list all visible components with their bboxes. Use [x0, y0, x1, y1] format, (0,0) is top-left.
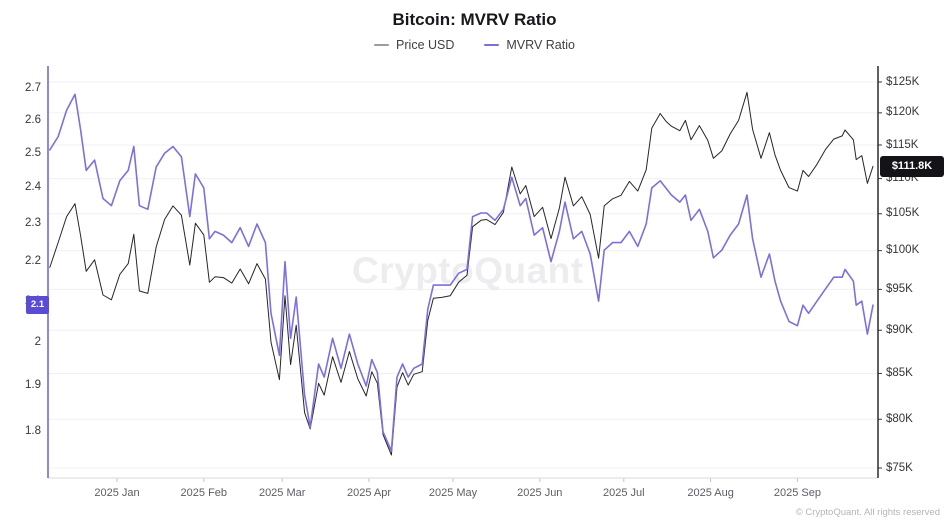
legend-label-price: Price USD: [396, 38, 455, 52]
price-usd-line: [49, 91, 874, 456]
y-axis-label-right: $105K: [886, 207, 920, 220]
x-axis-label: 2025 Mar: [258, 487, 306, 499]
x-axis-label: 2025 Jul: [603, 487, 645, 499]
y-axis-label-right: $85K: [886, 366, 913, 379]
mvrv-ratio-line: [48, 93, 874, 452]
copyright-text: © CryptoQuant. All rights reserved: [795, 507, 940, 518]
y-axis-label-right: $100K: [886, 244, 920, 257]
y-axis-label-left: 1.8: [25, 425, 41, 438]
legend: Price USD MVRV Ratio: [0, 38, 949, 52]
y-axis-label-right: $90K: [886, 323, 913, 336]
mvrv-line-swatch-icon: [484, 44, 500, 46]
y-axis-label-right: $75K: [886, 461, 913, 474]
y-axis-label-left: 2.4: [25, 181, 41, 194]
y-axis-label-left: 2.3: [25, 217, 41, 230]
y-axis-label-right: $125K: [886, 75, 920, 88]
y-axis-label-left: 2.5: [25, 146, 41, 159]
x-axis-label: 2025 Aug: [687, 487, 734, 499]
y-axis-label-right: $95K: [886, 282, 913, 295]
legend-label-mvrv: MVRV Ratio: [506, 38, 575, 52]
y-axis-label-left: 1.9: [25, 379, 41, 392]
x-axis-label: 2025 May: [428, 487, 478, 499]
price-current-value-badge: $111.8K: [880, 155, 944, 177]
x-axis-label: 2025 Feb: [180, 487, 228, 499]
y-axis-label-right: $120K: [886, 106, 920, 119]
y-axis-label-right: $80K: [886, 412, 913, 425]
legend-item-mvrv[interactable]: MVRV Ratio: [484, 38, 575, 52]
x-axis-label: 2025 Sep: [773, 487, 821, 499]
price-line-swatch-icon: [374, 44, 390, 46]
y-axis-label-left: 2.6: [25, 113, 41, 126]
y-axis-label-right: $115K: [886, 138, 919, 151]
y-axis-label-left: 2: [34, 335, 41, 348]
chart-title: Bitcoin: MVRV Ratio: [392, 10, 557, 29]
mvrv-current-value-badge: 2.1: [26, 296, 49, 315]
legend-item-price[interactable]: Price USD: [374, 38, 454, 52]
y-axis-label-left: 2.2: [25, 255, 41, 268]
x-axis-label: 2025 Apr: [346, 487, 392, 499]
y-axis-label-left: 2.7: [25, 81, 41, 94]
x-axis-label: 2025 Jan: [94, 487, 140, 499]
x-axis-label: 2025 Jun: [517, 487, 563, 499]
